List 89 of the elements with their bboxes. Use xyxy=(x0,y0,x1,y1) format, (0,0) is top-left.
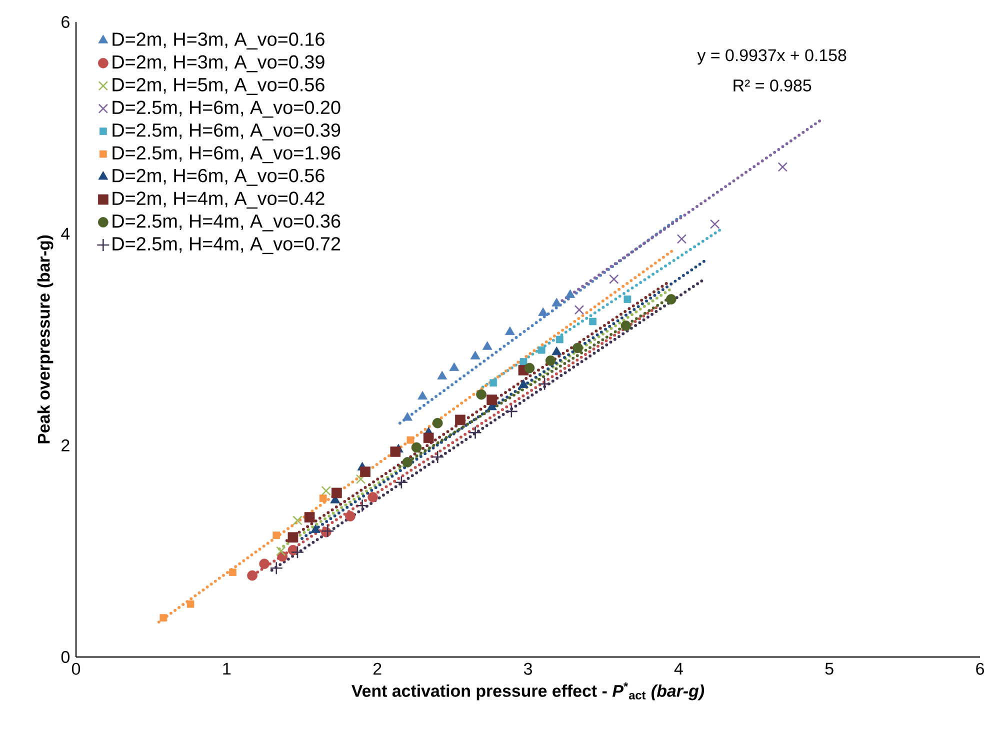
point xyxy=(518,379,528,388)
point xyxy=(186,600,194,608)
point xyxy=(490,379,498,387)
point xyxy=(504,404,518,418)
point xyxy=(290,546,304,559)
point xyxy=(423,432,434,444)
point xyxy=(538,307,548,316)
point xyxy=(345,511,356,522)
x-tick-label: 2 xyxy=(373,662,382,675)
point xyxy=(356,474,366,484)
point xyxy=(394,476,408,489)
x-tick-label: 1 xyxy=(223,662,231,674)
point xyxy=(552,298,562,306)
point xyxy=(229,568,236,576)
point xyxy=(482,341,492,350)
point xyxy=(411,442,422,453)
x-tick-label: 3 xyxy=(524,662,532,675)
legend-label: D=2m, H=3m, A_vo=0.16 xyxy=(112,32,324,50)
x-tick-label: 6 xyxy=(976,662,984,675)
point xyxy=(331,488,342,498)
point xyxy=(565,289,576,298)
point xyxy=(624,296,632,303)
point xyxy=(545,355,556,366)
point xyxy=(552,346,562,356)
x-tick-label: 0 xyxy=(72,662,80,675)
legend-label: D=2.5m, H=4m, A_vo=0.36 xyxy=(112,214,340,232)
point xyxy=(276,546,286,556)
point xyxy=(406,436,414,444)
point xyxy=(319,494,327,502)
point xyxy=(710,219,720,230)
point xyxy=(476,389,486,400)
point xyxy=(259,558,270,570)
point xyxy=(310,524,321,533)
point xyxy=(520,358,528,366)
point xyxy=(430,450,444,464)
point xyxy=(320,524,334,538)
point xyxy=(620,320,632,331)
point xyxy=(368,492,378,502)
x-tick-label: 5 xyxy=(825,662,834,675)
point xyxy=(160,614,168,622)
point xyxy=(247,570,258,581)
point xyxy=(390,446,401,457)
point xyxy=(524,362,535,374)
legend-label: D=2.5m, H=6m, A_vo=0.20 xyxy=(112,100,340,118)
x-tick-label: 4 xyxy=(674,662,683,674)
point xyxy=(778,162,788,172)
point xyxy=(504,326,515,336)
point xyxy=(556,336,564,344)
legend-label: D=2m, H=5m, A_vo=0.56 xyxy=(112,78,324,95)
point xyxy=(538,377,552,391)
y-axis-title: Peak overpressure (bar-g) xyxy=(37,235,54,444)
point xyxy=(449,362,460,371)
legend-label: D=2.5m, H=4m, A_vo=0.72 xyxy=(112,237,340,254)
point xyxy=(455,414,466,426)
point xyxy=(437,370,448,380)
point xyxy=(468,426,482,440)
point xyxy=(288,532,298,543)
point xyxy=(402,457,413,468)
y-tick-label: 2 xyxy=(62,439,70,452)
point xyxy=(470,350,480,360)
point xyxy=(609,274,619,284)
point xyxy=(666,294,676,304)
annotation: R² = 0.985 xyxy=(734,79,812,92)
point xyxy=(321,486,331,496)
point xyxy=(432,418,443,428)
y-tick-label: 4 xyxy=(61,228,70,240)
point xyxy=(572,342,583,354)
legend-label: D=2m, H=3m, A_vo=0.39 xyxy=(112,55,324,72)
legend-label: D=2m, H=4m, A_vo=0.42 xyxy=(112,192,324,209)
point xyxy=(402,412,412,421)
point xyxy=(418,390,428,400)
legend-label: D=2m, H=6m, A_vo=0.56 xyxy=(112,168,324,186)
y-tick-label: 6 xyxy=(62,16,70,28)
point xyxy=(270,561,284,575)
legend-label: D=2.5m, H=6m, A_vo=1.96 xyxy=(112,146,340,164)
y-tick-label: 0 xyxy=(61,650,70,663)
x-axis-title: Vent activation pressure effect - P$^{*}$$_{act}$ (bar-g) xyxy=(352,682,704,700)
point xyxy=(486,394,498,405)
point xyxy=(304,512,315,522)
point xyxy=(574,304,584,315)
point xyxy=(589,318,596,326)
point xyxy=(360,466,370,477)
point xyxy=(272,532,280,539)
point xyxy=(538,346,546,354)
annotation: y = 0.9937x + 0.158 xyxy=(697,49,846,65)
legend-label: D=2.5m, H=6m, A_vo=0.39 xyxy=(112,123,340,140)
point xyxy=(356,499,369,512)
point xyxy=(292,516,302,526)
point xyxy=(676,234,687,244)
